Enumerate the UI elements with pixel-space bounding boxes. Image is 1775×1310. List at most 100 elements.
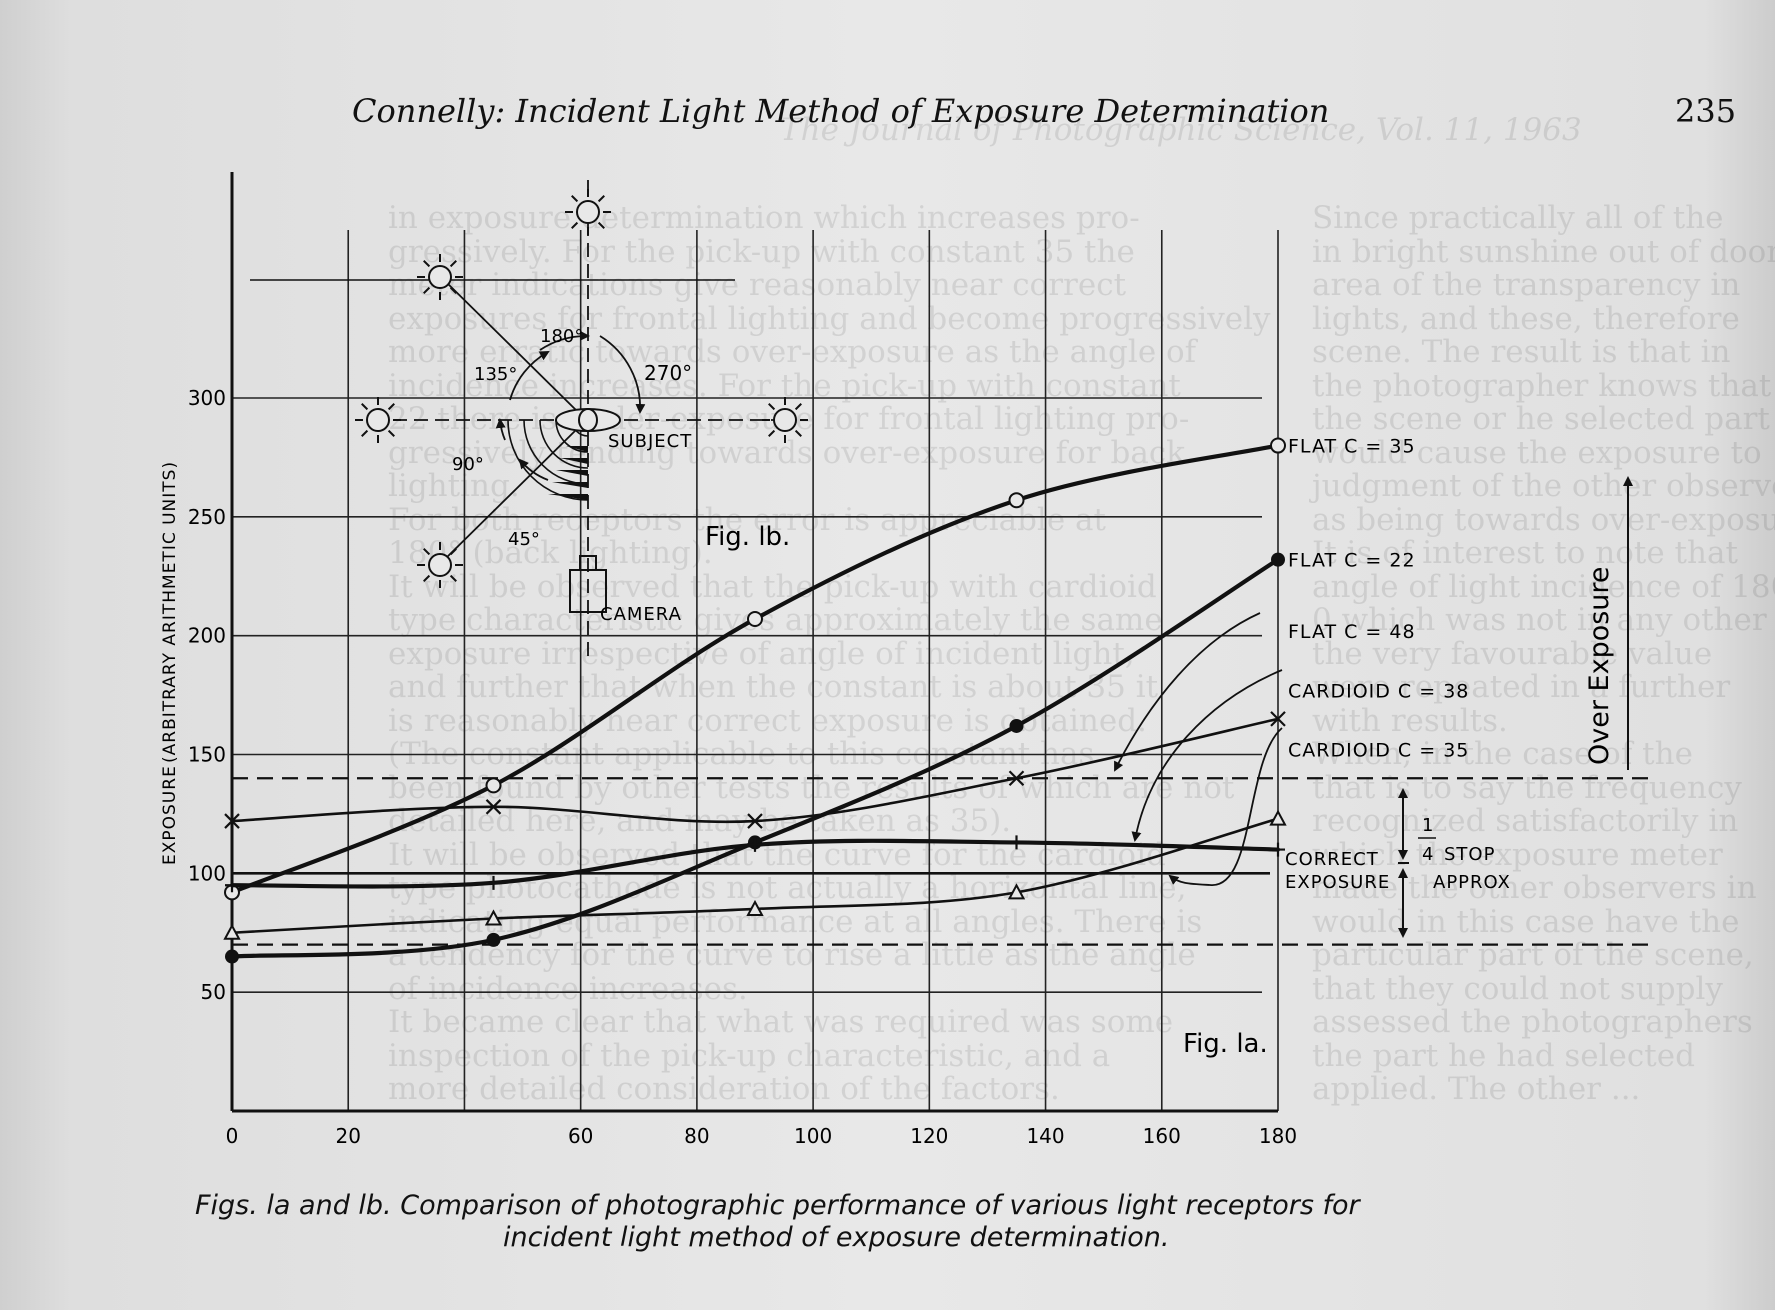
- series-label: CARDIOID C = 38: [1288, 680, 1469, 702]
- figure-caption-line-1: Figs. la and lb. Comparison of photograp…: [195, 1190, 1360, 1221]
- stop-label-four: 4: [1422, 844, 1433, 865]
- arc-270: [599, 335, 646, 414]
- sun-ray: [449, 286, 457, 294]
- data-point-open-circle: [1008, 492, 1025, 509]
- bleed-through-line: more erratic towards over-exposure as th…: [388, 334, 1197, 370]
- data-point-triangle: [1269, 809, 1287, 826]
- stop-label-word: STOP: [1444, 844, 1495, 865]
- label-leader-lines: [1114, 612, 1283, 886]
- data-point-cross: [1270, 711, 1286, 727]
- angle-label-180: 180°: [540, 326, 583, 347]
- data-point-plus: [1271, 842, 1285, 857]
- data-point-plus: [748, 837, 762, 852]
- bleed-through-line: lights, and these, therefore: [1312, 300, 1740, 337]
- data-point-triangle: [746, 899, 764, 916]
- sun-ray: [423, 548, 431, 556]
- sun-icon: [417, 254, 463, 300]
- bleed-through-line: scene. The result is that in: [1312, 334, 1731, 370]
- x-tick-label: 140: [1026, 1124, 1064, 1148]
- plot-axes: [230, 172, 1278, 1113]
- data-point-open-circle: [485, 777, 502, 794]
- bleed-through-line: that they could not supply: [1312, 970, 1723, 1007]
- y-tick-label: 100: [188, 861, 226, 885]
- sun-ray: [794, 429, 802, 437]
- bleed-through-line: with results.: [1312, 702, 1508, 739]
- sun-ray: [597, 221, 605, 229]
- series-4: [223, 809, 1287, 940]
- leader-cardioid-35: [1168, 727, 1283, 886]
- sun-disc: [428, 265, 452, 289]
- bleed-through-line: of incidence increases.: [388, 970, 748, 1007]
- bleed-through-line: type photocathode is not actually a hori…: [388, 870, 1187, 906]
- subject-label: SUBJECT: [608, 431, 692, 452]
- bleed-through-line: would in this case have the: [1312, 903, 1740, 940]
- x-tick-label: 160: [1143, 1124, 1181, 1148]
- series-label: FLAT C = 48: [1288, 621, 1416, 643]
- stop-label-one: 1: [1422, 815, 1433, 836]
- data-point-plus: [486, 875, 501, 890]
- bleed-through-line: applied. The other ...: [1312, 1071, 1641, 1107]
- bleed-through-line: which the exposure meter: [1312, 836, 1723, 873]
- sun-ray: [597, 195, 605, 203]
- arc-135: [509, 351, 550, 401]
- bleed-through-line: would cause the exposure to: [1312, 434, 1762, 471]
- bleed-through-line: the scene or he selected part: [1312, 401, 1770, 437]
- data-point-plus: [1009, 835, 1024, 850]
- angle-label-270: 270°: [644, 361, 692, 385]
- bleed-through-line: area of the transparency in: [1312, 267, 1741, 303]
- bleed-through-line: as being towards over-exposure.: [1312, 501, 1775, 538]
- sun-ray: [449, 574, 457, 582]
- bleed-through-line: 0 which was not in any other: [1312, 602, 1767, 638]
- sun-ray: [423, 574, 431, 582]
- y-tick-label: 200: [188, 624, 226, 648]
- leader-cardioid-38: [1131, 669, 1283, 842]
- data-point-plus: [225, 878, 239, 893]
- correct-label-line1: CORRECT: [1285, 849, 1379, 870]
- bleed-through-line: in bright sunshine out of doors: [1312, 233, 1775, 270]
- bleed-through-line: exposure irrespective of angle of incide…: [388, 635, 1135, 672]
- x-tick-label: 120: [910, 1124, 948, 1148]
- bleed-through-line: It will be observed that the pick-up wit…: [388, 568, 1157, 605]
- series-line: [229, 443, 1281, 895]
- sun-ray: [768, 403, 776, 411]
- series-label: FLAT C = 22: [1288, 550, 1416, 572]
- x-tick-label: 80: [684, 1124, 709, 1148]
- bleed-through-line: lighting.: [388, 468, 520, 504]
- bleed-through-line: inspection of the pick-up characteristic…: [388, 1037, 1111, 1074]
- sun-disc: [576, 200, 600, 224]
- sun-ray: [387, 403, 395, 411]
- receptor-wedges: [548, 446, 588, 500]
- bleed-through-line: It is of interest to note that: [1312, 535, 1738, 571]
- bleed-through-line: the photographer knows that: [1312, 367, 1772, 404]
- series-label: CARDIOID C = 35: [1288, 740, 1469, 762]
- bleed-through-line: more detailed consideration of the facto…: [388, 1071, 1060, 1107]
- bleed-through-running-title: The Journal of Photographic Science, Vol…: [780, 112, 1582, 148]
- bleed-through-line: in exposure determination which increase…: [388, 200, 1140, 236]
- fig-1a-label: Fig. la.: [1183, 1029, 1268, 1059]
- arc-90: [495, 418, 506, 441]
- arc-180: [539, 330, 590, 351]
- sun-disc: [428, 553, 452, 577]
- y-tick-label: 50: [201, 980, 226, 1004]
- stop-label-approx: APPROX: [1433, 872, 1511, 893]
- bleed-through-line: recognized satisfactorily in: [1312, 803, 1739, 839]
- sun-icon: [565, 189, 611, 235]
- bleed-through-line: meter indications give reasonably near c…: [388, 267, 1127, 303]
- y-axis-label-units: (ARBITRARY ARITHMETIC UNITS): [160, 461, 180, 763]
- bleed-through-line: been found by other tests the results of…: [388, 769, 1235, 806]
- sun-disc: [773, 408, 797, 432]
- page-number: 235: [1675, 92, 1737, 130]
- sun-ray: [571, 195, 579, 203]
- x-tick-label: 20: [335, 1124, 360, 1148]
- correct-label-line2: EXPOSURE: [1285, 872, 1390, 893]
- data-point-filled-circle: [486, 932, 501, 947]
- sun-icon: [355, 397, 401, 443]
- series-label: FLAT C = 35: [1288, 436, 1416, 458]
- sun-ray: [387, 429, 395, 437]
- camera-label: CAMERA: [600, 604, 682, 625]
- series-3: [225, 835, 1285, 893]
- sun-ray: [361, 403, 369, 411]
- series-line: [230, 717, 1280, 824]
- sun-ray: [449, 260, 457, 268]
